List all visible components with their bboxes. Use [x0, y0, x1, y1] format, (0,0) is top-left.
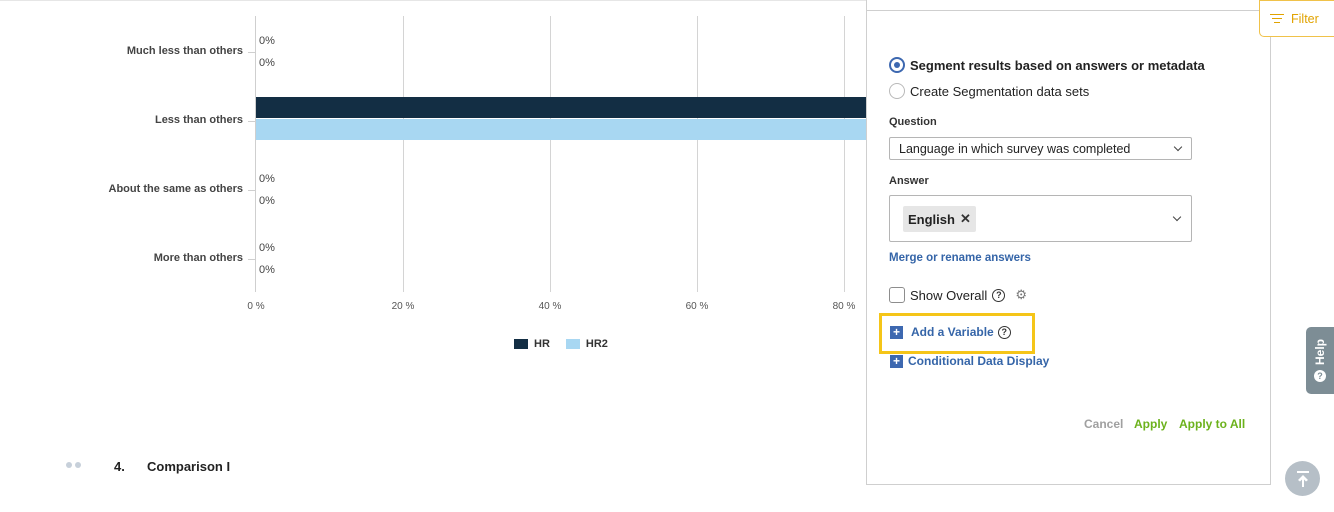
data-label: 0%: [259, 195, 275, 207]
radio-label-segment: Segment results based on answers or meta…: [910, 57, 1205, 73]
category-label: More than others: [153, 252, 243, 264]
category-label: Much less than others: [126, 45, 243, 57]
top-divider: [0, 0, 1334, 1]
x-tick-label: 20 %: [391, 301, 415, 312]
arrow-up-to-top-icon: [1296, 470, 1309, 487]
x-tick-label: 40 %: [538, 301, 562, 312]
x-tick-label: 0 %: [247, 301, 265, 312]
chevron-down-icon: [1173, 142, 1183, 152]
help-tab[interactable]: Help ?: [1306, 327, 1334, 394]
highlight-box: [879, 313, 1035, 354]
plus-icon: +: [890, 354, 903, 368]
legend-label-hr2: HR2: [585, 338, 608, 350]
question-select[interactable]: Language in which survey was completed: [889, 137, 1192, 160]
close-icon[interactable]: ✕: [959, 211, 971, 226]
conditional-display-label: Conditional Data Display: [908, 354, 1050, 368]
merge-rename-link[interactable]: Merge or rename answers: [889, 252, 1031, 264]
category-label: About the same as others: [108, 183, 243, 195]
cancel-button[interactable]: Cancel: [1084, 417, 1124, 431]
answer-chip: English ✕: [903, 206, 976, 232]
filter-label: Filter: [1291, 11, 1319, 26]
bar-chart: 0 % 20 % 40 % 60 % 80 % Much less than others…: [0, 0, 866, 360]
scroll-to-top-button[interactable]: [1285, 461, 1320, 496]
legend-item-hr2[interactable]: HR2: [565, 338, 608, 350]
data-label: 0%: [259, 57, 275, 69]
apply-button[interactable]: Apply: [1134, 417, 1168, 431]
apply-to-all-button[interactable]: Apply to All: [1179, 417, 1246, 431]
drag-dot: [75, 462, 81, 468]
conditional-data-display-row[interactable]: + Conditional Data Display: [890, 354, 1049, 368]
question-select-value: Language in which survey was completed: [899, 142, 1131, 156]
drag-handle-icon[interactable]: [66, 462, 81, 468]
help-circle-icon: ?: [1314, 369, 1326, 382]
chart-legend: HR HR2: [514, 338, 608, 350]
y-tick: [248, 259, 255, 260]
data-label: 0%: [259, 264, 275, 276]
x-tick-label: 60 %: [685, 301, 709, 312]
radio-unselected[interactable]: [889, 83, 905, 99]
help-circle-icon[interactable]: ?: [992, 288, 1006, 302]
legend-swatch-hr2: [565, 339, 580, 349]
gear-icon[interactable]: ⚙: [1015, 287, 1027, 302]
radio-option-datasets[interactable]: Create Segmentation data sets: [889, 83, 1089, 99]
legend-swatch-hr: [514, 339, 528, 349]
add-variable-row[interactable]: + Add a Variable ?: [890, 325, 1011, 339]
gridline: [843, 16, 845, 292]
radio-option-segment[interactable]: Segment results based on answers or meta…: [889, 57, 1205, 73]
segmentation-panel: [866, 10, 1271, 485]
chevron-down-icon: [1172, 212, 1182, 222]
section-title: Comparison I: [147, 459, 231, 474]
gridline: [549, 16, 551, 292]
gridline: [402, 16, 404, 292]
plus-icon: +: [890, 325, 903, 339]
data-label: 0%: [259, 242, 275, 254]
answer-multiselect[interactable]: English ✕: [889, 195, 1192, 242]
gridline: [696, 16, 698, 292]
section-number: 4.: [114, 459, 125, 474]
answer-label: Answer: [889, 175, 929, 187]
legend-label-hr: HR: [534, 338, 550, 350]
y-tick: [248, 190, 255, 191]
radio-selected[interactable]: [889, 57, 905, 73]
answer-chip-label: English: [908, 211, 955, 227]
panel-top-band: [866, 0, 1271, 10]
y-tick: [248, 52, 255, 53]
help-circle-icon[interactable]: ?: [997, 325, 1011, 339]
bar-hr-1[interactable]: [256, 97, 866, 118]
y-tick: [248, 121, 255, 122]
filter-lines-icon: [1270, 13, 1284, 24]
show-overall-row: Show Overall ? ⚙: [889, 287, 1027, 303]
bar-hr2-1[interactable]: [256, 119, 866, 140]
y-axis-line: [255, 16, 256, 292]
category-label: Less than others: [154, 114, 243, 126]
data-label: 0%: [259, 173, 275, 185]
legend-item-hr[interactable]: HR: [514, 338, 550, 350]
show-overall-label: Show Overall: [910, 287, 988, 303]
show-overall-checkbox[interactable]: [889, 287, 905, 303]
data-label: 0%: [259, 35, 275, 47]
help-label: Help: [1313, 339, 1327, 366]
radio-label-datasets: Create Segmentation data sets: [910, 83, 1090, 99]
drag-dot: [66, 462, 72, 468]
question-label: Question: [889, 116, 937, 128]
x-tick-label: 80 %: [832, 301, 856, 312]
add-variable-label: Add a Variable: [911, 325, 994, 339]
filter-button[interactable]: Filter: [1259, 0, 1334, 37]
